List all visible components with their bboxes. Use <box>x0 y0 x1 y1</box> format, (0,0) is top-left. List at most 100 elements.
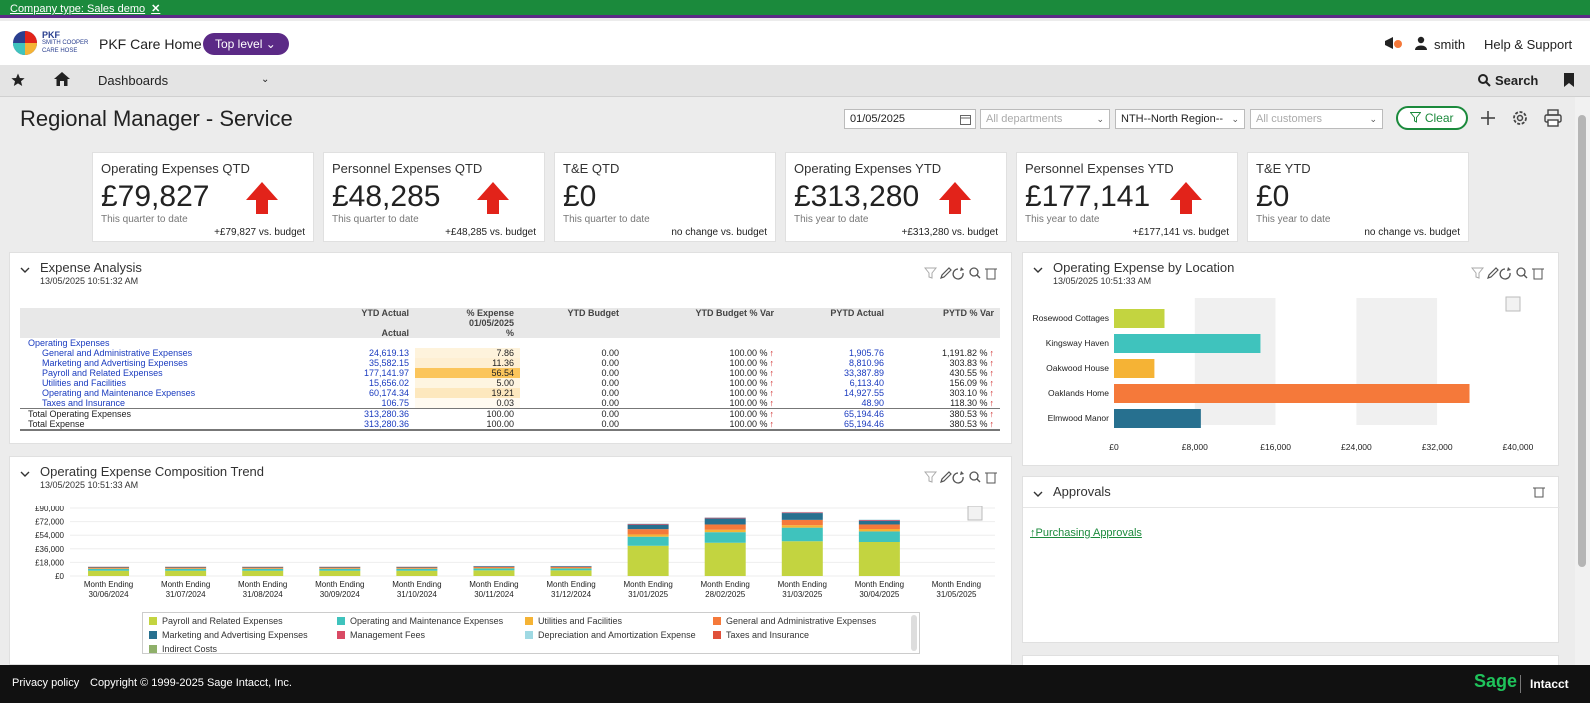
stacked-bar-segment[interactable] <box>627 529 669 535</box>
legend-item[interactable]: Indirect Costs <box>149 644 217 653</box>
row-label[interactable]: Payroll and Related Expenses <box>42 368 163 378</box>
edit-icon[interactable] <box>940 267 952 279</box>
privacy-policy-link[interactable]: Privacy policy <box>12 677 80 689</box>
ytd-actual-cell[interactable]: 15,656.02 <box>368 378 409 388</box>
stacked-bar-segment[interactable] <box>781 513 823 520</box>
legend-item[interactable]: Marketing and Advertising Expenses <box>149 630 308 640</box>
row-label[interactable]: Operating and Maintenance Expenses <box>42 388 196 398</box>
trash-icon[interactable] <box>1532 268 1544 280</box>
stacked-bar-segment[interactable] <box>242 566 284 568</box>
pytd-actual-cell[interactable]: 48.90 <box>861 398 884 408</box>
stacked-bar-segment[interactable] <box>858 531 900 542</box>
megaphone-icon[interactable] <box>1383 35 1403 51</box>
kpi-card-personnel-ytd[interactable]: Personnel Expenses YTD £177,141 This yea… <box>1016 152 1238 242</box>
ytd-actual-cell[interactable]: 106.75 <box>381 398 409 408</box>
kpi-card-opex-ytd[interactable]: Operating Expenses YTD £313,280 This yea… <box>785 152 1007 242</box>
kpi-card-opex-qtd[interactable]: Operating Expenses QTD £79,827 This quar… <box>92 152 314 242</box>
print-icon[interactable] <box>1544 109 1562 127</box>
stacked-bar-segment[interactable] <box>627 534 669 537</box>
chevron-down-icon[interactable] <box>1033 489 1043 499</box>
stacked-bar-segment[interactable] <box>396 570 438 576</box>
stacked-bar-segment[interactable] <box>627 523 669 525</box>
stacked-bar-segment[interactable] <box>858 519 900 521</box>
row-label[interactable]: Marketing and Advertising Expenses <box>42 358 188 368</box>
clear-filters-button[interactable]: Clear <box>1396 106 1468 130</box>
ytd-actual-cell[interactable]: 313,280.36 <box>363 409 409 419</box>
refresh-icon[interactable] <box>952 267 964 280</box>
stacked-bar-segment[interactable] <box>319 566 361 568</box>
stacked-bar-segment[interactable] <box>704 529 746 533</box>
stacked-bar-segment[interactable] <box>858 542 900 576</box>
stacked-bar-segment[interactable] <box>396 568 438 571</box>
purchasing-approvals-link[interactable]: ↑Purchasing Approvals <box>1030 527 1142 539</box>
region-filter[interactable]: NTH--North Region-- ⌄ <box>1115 109 1245 129</box>
filter-icon[interactable] <box>923 471 938 483</box>
stacked-bar-segment[interactable] <box>319 570 361 576</box>
dashboards-menu[interactable]: Dashboards <box>98 73 169 88</box>
legend-scrollbar[interactable] <box>911 615 917 651</box>
add-icon[interactable] <box>1479 109 1497 127</box>
stacked-bar-segment[interactable] <box>781 527 823 542</box>
stacked-bar-segment[interactable] <box>242 567 284 569</box>
home-icon[interactable] <box>53 71 71 87</box>
chevron-down-icon[interactable] <box>1033 265 1043 275</box>
stacked-bar-segment[interactable] <box>858 524 900 530</box>
pytd-actual-cell[interactable]: 65,194.46 <box>843 409 884 419</box>
chevron-down-icon[interactable]: ⌄ <box>261 74 270 85</box>
filter-icon[interactable] <box>923 267 938 279</box>
star-icon[interactable] <box>11 73 25 87</box>
scrollbar-thumb[interactable] <box>1578 115 1586 567</box>
chevron-down-icon[interactable] <box>20 469 30 479</box>
stacked-bar-segment[interactable] <box>473 568 515 571</box>
search-button[interactable]: Search <box>1495 73 1539 88</box>
location-bar[interactable] <box>1114 309 1165 328</box>
stacked-bar-segment[interactable] <box>319 568 361 571</box>
date-filter[interactable]: 01/05/2025 <box>844 109 976 129</box>
stacked-bar-segment[interactable] <box>319 567 361 569</box>
search-icon[interactable] <box>1516 267 1528 279</box>
stacked-bar-segment[interactable] <box>550 570 592 576</box>
pytd-actual-cell[interactable]: 8,810.96 <box>848 358 884 368</box>
help-support-link[interactable]: Help & Support <box>1484 37 1573 52</box>
stacked-bar-segment[interactable] <box>704 524 746 530</box>
ytd-actual-cell[interactable]: 60,174.34 <box>368 388 409 398</box>
group-label-link[interactable]: Operating Expenses <box>28 338 110 348</box>
stacked-bar-segment[interactable] <box>165 568 207 571</box>
stacked-bar-segment[interactable] <box>781 525 823 528</box>
close-icon[interactable]: ✕ <box>151 3 161 15</box>
bookmark-icon[interactable] <box>1564 73 1574 87</box>
stacked-bar-segment[interactable] <box>550 566 592 568</box>
row-label[interactable]: Taxes and Insurance <box>42 398 126 408</box>
stacked-bar-segment[interactable] <box>781 512 823 514</box>
row-label[interactable]: General and Administrative Expenses <box>42 348 193 358</box>
legend-item[interactable]: Management Fees <box>337 630 425 640</box>
stacked-bar-segment[interactable] <box>88 567 130 569</box>
stacked-bar-segment[interactable] <box>704 532 746 543</box>
stacked-bar-segment[interactable] <box>242 568 284 571</box>
ytd-actual-cell[interactable]: 313,280.36 <box>363 419 409 429</box>
ytd-actual-cell[interactable]: 177,141.97 <box>363 368 409 378</box>
legend-item[interactable]: Payroll and Related Expenses <box>149 616 283 626</box>
stacked-bar-segment[interactable] <box>550 567 592 568</box>
stacked-bar-segment[interactable] <box>627 524 669 530</box>
trash-icon[interactable] <box>985 472 997 484</box>
location-bar[interactable] <box>1114 409 1201 428</box>
kpi-card-personnel-qtd[interactable]: Personnel Expenses QTD £48,285 This quar… <box>323 152 545 242</box>
legend-item[interactable]: Utilities and Facilities <box>525 616 622 626</box>
stacked-bar-segment[interactable] <box>704 518 746 525</box>
stacked-bar-segment[interactable] <box>858 520 900 525</box>
download-icon[interactable] <box>967 506 983 521</box>
legend-item[interactable]: Operating and Maintenance Expenses <box>337 616 503 626</box>
pytd-actual-cell[interactable]: 14,927.55 <box>843 388 884 398</box>
page-scrollbar[interactable] <box>1575 97 1590 665</box>
stacked-bar-segment[interactable] <box>88 570 130 576</box>
legend-item[interactable]: Taxes and Insurance <box>713 630 809 640</box>
trash-icon[interactable] <box>985 268 997 280</box>
stacked-bar-segment[interactable] <box>704 542 746 576</box>
edit-icon[interactable] <box>940 471 952 483</box>
download-icon[interactable] <box>1505 296 1521 312</box>
search-icon[interactable] <box>1478 74 1491 87</box>
stacked-bar-segment[interactable] <box>473 566 515 568</box>
pytd-actual-cell[interactable]: 33,387.89 <box>843 368 884 378</box>
stacked-bar-segment[interactable] <box>242 570 284 576</box>
